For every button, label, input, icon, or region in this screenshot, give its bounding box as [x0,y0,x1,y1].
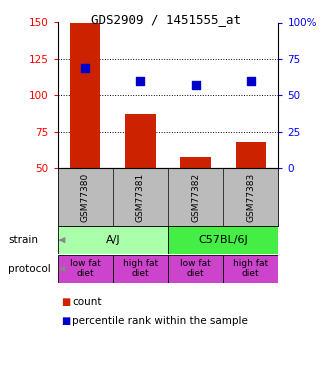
Text: low fat
diet: low fat diet [180,259,211,279]
Bar [125,114,156,168]
Bar [236,142,266,168]
Bar [168,255,223,282]
Bar [70,22,100,168]
Text: ■: ■ [61,297,70,307]
Bar [58,255,113,282]
Text: high fat
diet: high fat diet [233,259,268,279]
Text: percentile rank within the sample: percentile rank within the sample [72,316,248,326]
Text: low fat
diet: low fat diet [70,259,100,279]
Text: high fat
diet: high fat diet [123,259,158,279]
Text: GDS2909 / 1451555_at: GDS2909 / 1451555_at [92,13,241,26]
Point [83,65,88,71]
Text: protocol: protocol [8,264,51,274]
Text: GSM77383: GSM77383 [246,172,255,222]
Bar [58,226,168,254]
Text: GSM77381: GSM77381 [136,172,145,222]
Bar [223,255,278,282]
Text: count: count [72,297,101,307]
Point [138,78,143,84]
Text: A/J: A/J [106,235,120,245]
Bar [180,157,211,168]
Bar [113,255,168,282]
Text: GSM77382: GSM77382 [191,172,200,222]
Point [248,78,253,84]
Bar [168,226,278,254]
Text: ■: ■ [61,316,70,326]
Text: strain: strain [8,235,38,245]
Text: C57BL/6J: C57BL/6J [198,235,248,245]
Text: GSM77380: GSM77380 [81,172,90,222]
Point [193,82,198,88]
